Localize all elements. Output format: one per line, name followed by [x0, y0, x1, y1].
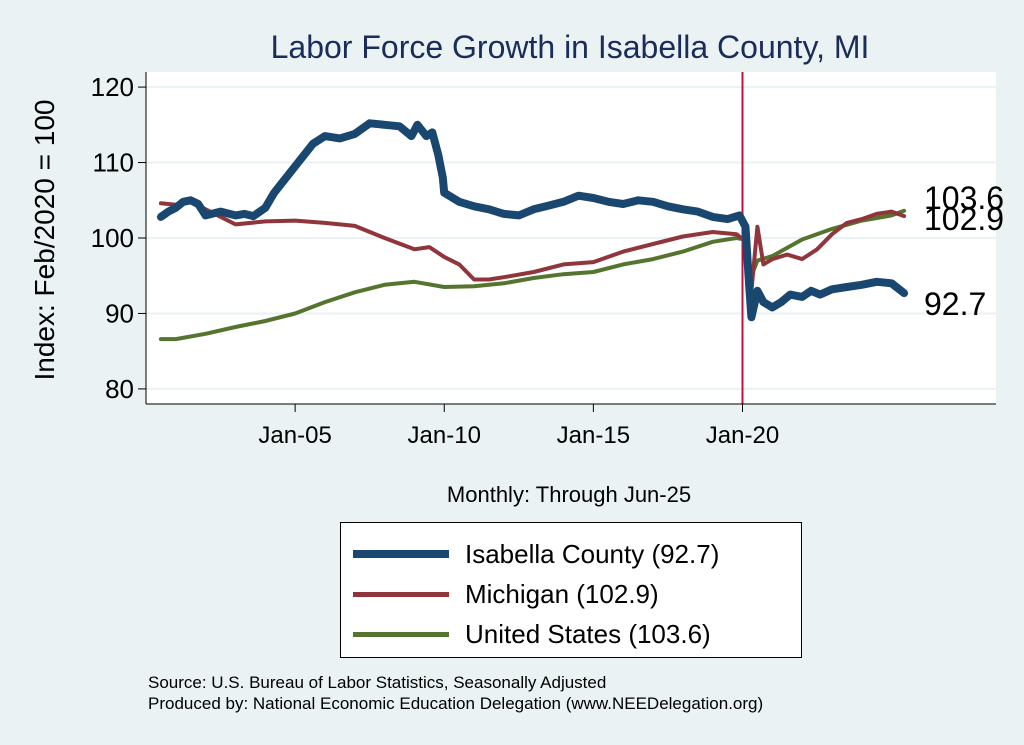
legend-item-united-states: United States (103.6): [353, 617, 711, 651]
end-label-isabella: 92.7: [924, 286, 986, 322]
y-tick-label-120: 120: [91, 72, 134, 102]
y-tick-label-80: 80: [105, 374, 134, 404]
end-label-michigan: 102.9: [924, 201, 1004, 237]
legend-swatch-united-states: [353, 631, 449, 637]
end-label-united-states: 103.6: [924, 180, 1004, 216]
x-tick-label-3: Jan-20: [706, 422, 779, 449]
axes: 80 90 100 110 120 Jan-05 Jan-10 Jan-15 Jan-20: [91, 72, 780, 449]
y-tick-label-100: 100: [91, 223, 134, 253]
series-group: [156, 119, 909, 342]
legend-swatch-michigan: [353, 591, 449, 597]
series-line-isabella: [156, 119, 909, 322]
legend-label-michigan: Michigan (102.9): [465, 578, 659, 609]
legend-item-michigan: Michigan (102.9): [353, 577, 659, 611]
y-tick-label-110: 110: [93, 148, 134, 178]
legend-swatch-isabella: [353, 550, 449, 558]
producer-note: Produced by: National Economic Education…: [148, 694, 764, 713]
source-note: Source: U.S. Bureau of Labor Statistics,…: [148, 673, 607, 692]
y-tick-label-90: 90: [105, 298, 134, 328]
series-line-michigan: [158, 199, 907, 293]
series-line-united-states: [158, 208, 907, 342]
y-axis-label: Index: Feb/2020 = 100: [29, 100, 60, 381]
chart-title: Labor Force Growth in Isabella County, M…: [271, 29, 870, 65]
legend-label-isabella: Isabella County (92.7): [465, 538, 720, 569]
x-tick-label-2: Jan-15: [557, 422, 630, 449]
x-axis-label: Monthly: Through Jun-25: [447, 482, 691, 507]
x-tick-label-0: Jan-05: [258, 422, 331, 449]
x-tick-label-1: Jan-10: [408, 422, 481, 449]
grid-lines: [146, 86, 996, 390]
legend-item-isabella: Isabella County (92.7): [353, 537, 719, 571]
legend-label-united-states: United States (103.6): [465, 618, 711, 649]
legend: Isabella County (92.7) Michigan (102.9) …: [340, 522, 802, 658]
